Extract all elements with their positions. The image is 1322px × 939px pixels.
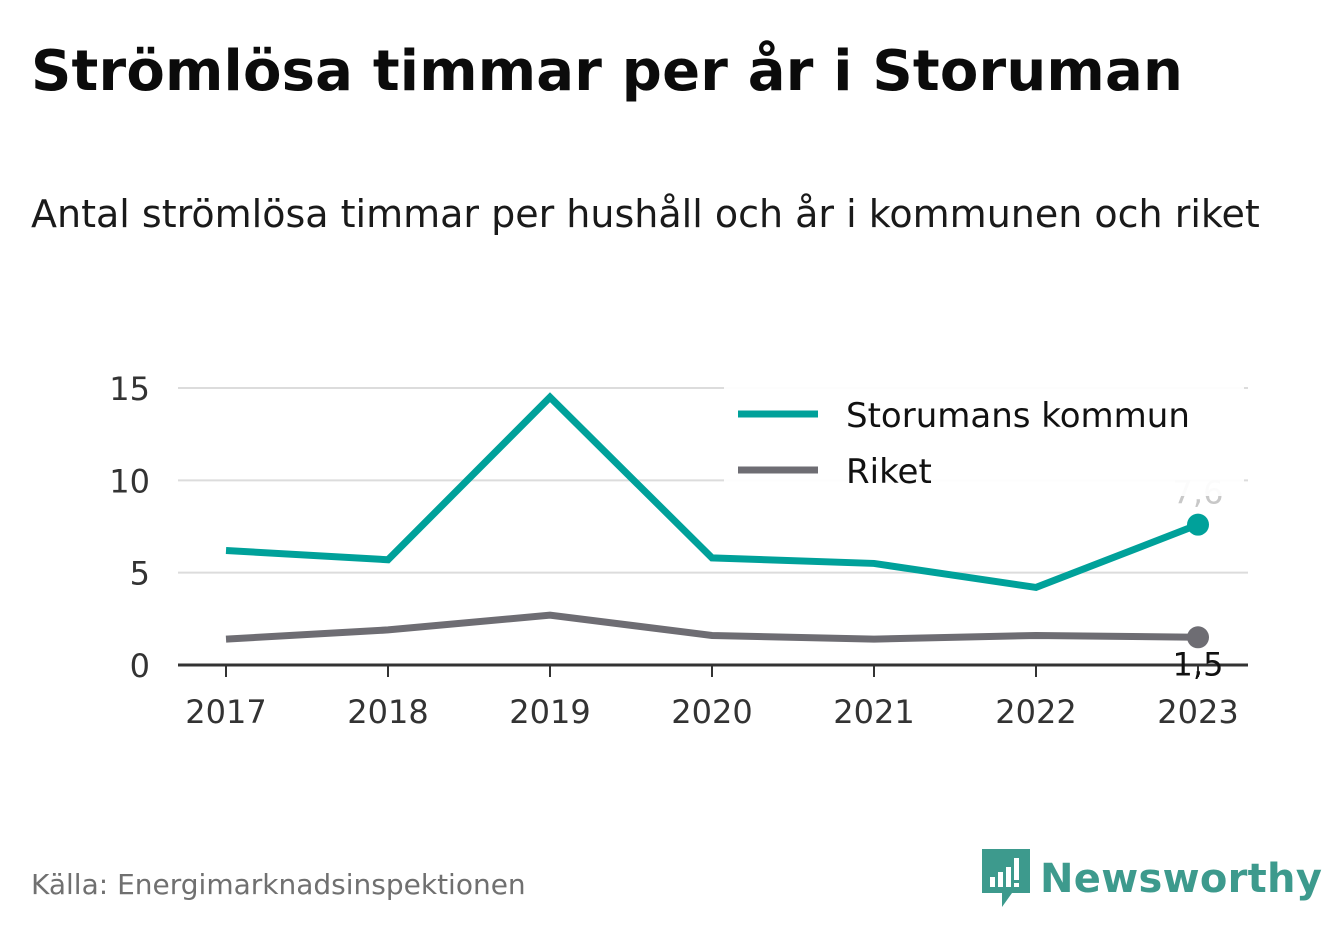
x-tick-label: 2022 [995, 693, 1076, 731]
legend-label: Storumans kommun [846, 396, 1190, 436]
legend: Storumans kommun Riket [724, 384, 1244, 496]
series-line-1 [225, 611, 1199, 643]
y-tick-label: 5 [130, 555, 150, 593]
x-tick-label: 2019 [509, 693, 590, 731]
label-layer: 7,61,5 [1173, 474, 1224, 684]
series-layer [225, 392, 1209, 649]
x-tick-label: 2023 [1157, 693, 1238, 731]
x-tick-label: 2021 [833, 693, 914, 731]
source-note: Källa: Energimarknadsinspektionen [31, 868, 526, 901]
data-label: 1,5 [1173, 645, 1224, 683]
x-tick-label: 2017 [185, 693, 266, 731]
brand-lockup: Newsworthy [982, 848, 1322, 910]
brand-name: Newsworthy [1040, 856, 1322, 902]
y-tick-label: 15 [109, 370, 150, 408]
y-tick-label: 0 [130, 647, 150, 685]
chart-title: Strömlösa timmar per år i Storuman [31, 39, 1184, 104]
newsworthy-logo-icon [982, 849, 1030, 907]
series-end-point [1187, 626, 1209, 649]
series-line-0 [225, 392, 1200, 592]
axis-layer: 0 5 10 15 2017 2018 2019 2020 2021 2022 2023 [109, 370, 1248, 731]
series-end-point [1187, 513, 1209, 536]
legend-background [724, 384, 1244, 496]
x-tick-label: 2018 [347, 693, 428, 731]
y-tick-label: 10 [109, 462, 150, 500]
chart-subtitle: Antal strömlösa timmar per hushåll och å… [31, 192, 1260, 236]
x-tick-label: 2020 [671, 693, 752, 731]
legend-label: Riket [846, 452, 932, 492]
